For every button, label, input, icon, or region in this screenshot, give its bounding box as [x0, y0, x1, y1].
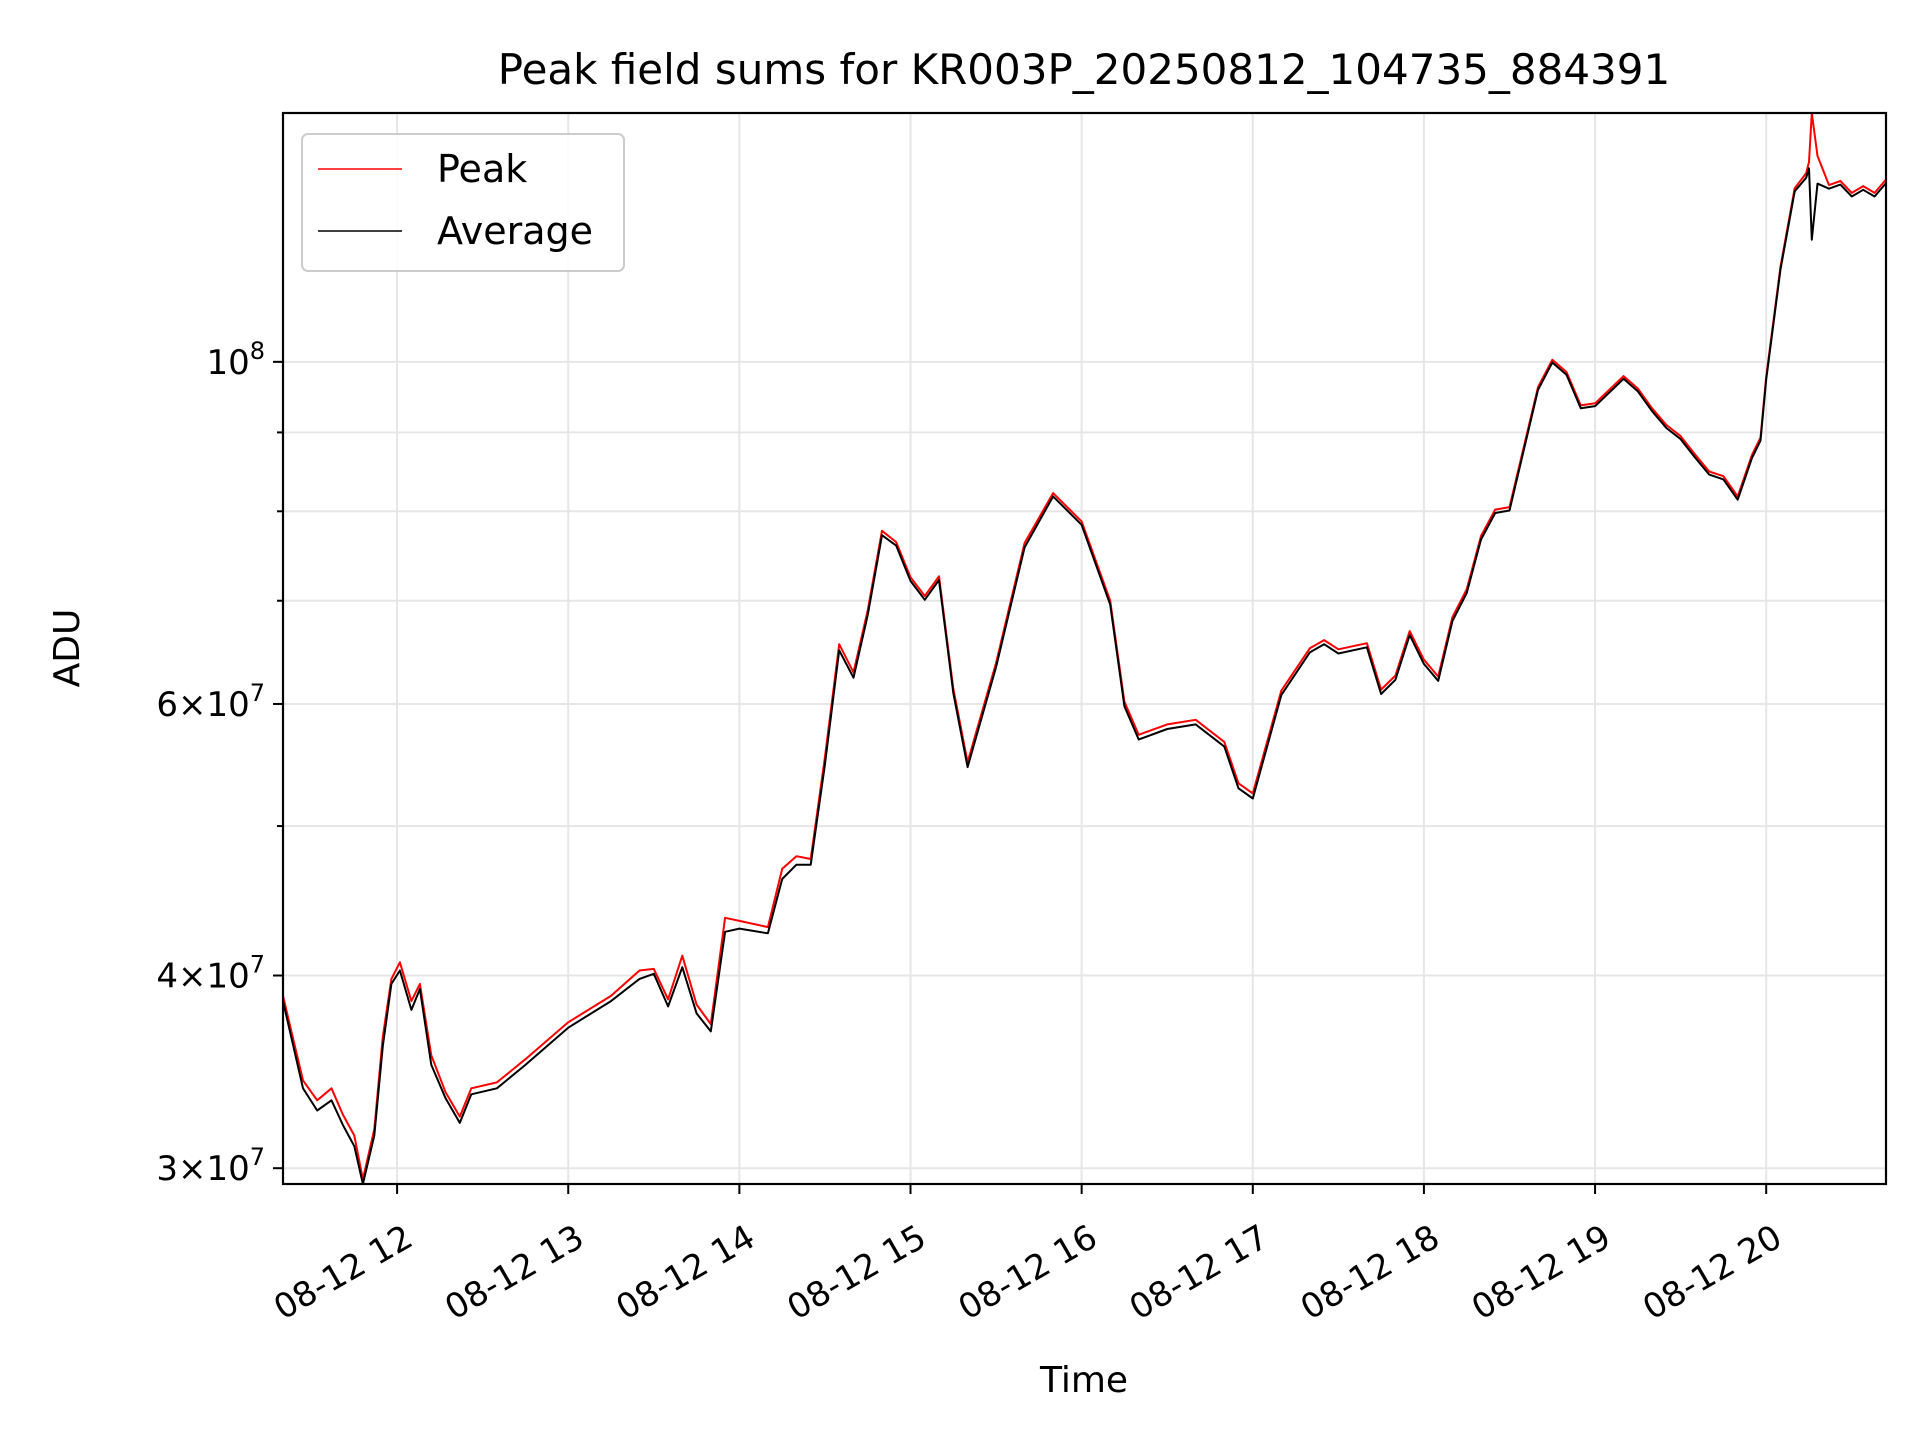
y-tick-label: 4×107 — [156, 951, 265, 997]
grid — [283, 113, 1886, 1184]
legend: Peak Average — [301, 133, 625, 272]
y-axis-label: ADU — [47, 609, 88, 688]
y-tick-label: 6×107 — [156, 679, 265, 725]
series-line-peak — [283, 113, 1886, 1181]
y-tick-label: 108 — [206, 337, 265, 383]
legend-label-peak: Peak — [437, 147, 527, 191]
legend-label-average: Average — [437, 209, 593, 253]
x-axis-label: Time — [1039, 1360, 1128, 1401]
axes-frame — [281, 111, 1888, 1186]
plot-area — [283, 113, 1886, 1184]
chart-title: Peak field sums for KR003P_20250812_1047… — [498, 45, 1670, 94]
series-line-average — [283, 167, 1886, 1184]
y-tick-label: 3×107 — [156, 1143, 265, 1189]
y-axis: 3×107 4×107 6×107 108 — [156, 337, 283, 1189]
